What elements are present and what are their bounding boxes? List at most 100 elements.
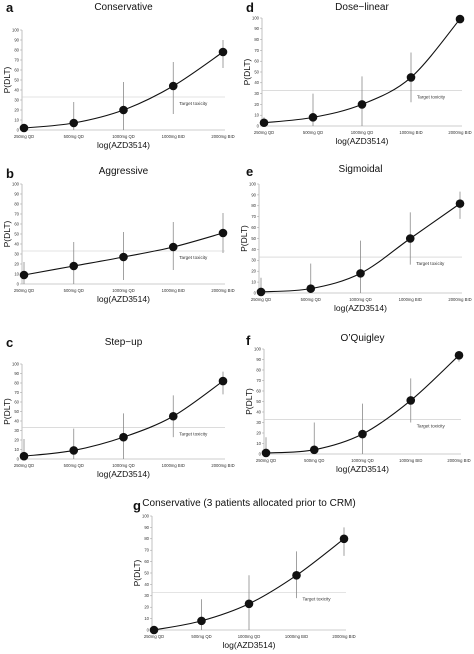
data-point [292, 570, 301, 580]
chart-title: Step−up [105, 337, 143, 348]
x-tick-label: 1000mg BID [162, 134, 185, 139]
x-tick-label: 1000mg QD [349, 297, 372, 302]
y-tick-label: 0 [254, 290, 257, 295]
y-tick-label: 90 [251, 192, 256, 197]
panel-letter: a [6, 0, 14, 15]
y-tick-label: 100 [12, 181, 20, 186]
y-tick-label: 10 [256, 441, 261, 446]
y-tick-label: 30 [14, 428, 19, 433]
data-point [356, 269, 365, 278]
panel-letter: g [133, 498, 141, 513]
chart-title: Conservative [94, 2, 153, 13]
y-tick-label: 70 [14, 57, 19, 62]
y-tick-label: 50 [14, 77, 19, 82]
y-tick-label: 40 [251, 247, 256, 252]
y-tick-label: 0 [17, 281, 20, 286]
y-tick-label: 40 [256, 409, 261, 414]
y-tick-label: 40 [144, 582, 149, 587]
target-toxicity-label: Target toxicity [179, 255, 208, 260]
data-point [261, 448, 271, 458]
x-tick-label: 1000mg BID [399, 297, 422, 302]
y-tick-label: 70 [14, 211, 19, 216]
x-tick-label: 1000mg QD [351, 458, 374, 463]
x-tick-label: 1000mg BID [162, 288, 185, 293]
y-tick-label: 10 [251, 280, 256, 285]
x-tick-label: 500mg QD [301, 297, 321, 302]
x-tick-label: 2000mg BID [447, 458, 470, 463]
x-tick-label: 250mg QD [254, 130, 274, 135]
x-axis-label: log(AZD3514) [97, 140, 150, 150]
target-toxicity-label: Target toxicity [417, 94, 446, 99]
chart-panel-d: d Dose−linear 0 10 20 30 40 50 60 70 80 90 100 250mg … [242, 0, 472, 146]
y-tick-label: 90 [144, 525, 149, 530]
x-tick-label: 1000mg QD [112, 134, 135, 139]
y-tick-label: 40 [254, 80, 259, 85]
y-tick-label: 0 [259, 451, 262, 456]
x-tick-label: 500mg QD [64, 288, 84, 293]
y-tick-label: 80 [14, 201, 19, 206]
chart-panel-f: f O’Quigley 0 10 20 30 40 50 60 70 80 90 100 250mg QD… [244, 333, 471, 474]
target-toxicity-label: Target toxicity [179, 432, 208, 437]
x-tick-label: 2000mg BID [211, 288, 234, 293]
y-tick-label: 10 [14, 117, 19, 122]
chart-panel-a: a Conservative 0 10 20 30 40 50 60 70 80 90 100 250mg… [2, 0, 235, 150]
x-tick-label: 500mg QD [64, 134, 84, 139]
y-tick-label: 30 [144, 593, 149, 598]
data-point [168, 411, 178, 421]
y-tick-label: 60 [14, 67, 19, 72]
chart-title: Sigmoidal [339, 164, 383, 175]
y-tick-label: 80 [251, 203, 256, 208]
x-axis-label: log(AZD3514) [334, 303, 387, 313]
panel-letter: b [6, 166, 14, 181]
y-tick-label: 80 [14, 47, 19, 52]
y-tick-label: 90 [14, 371, 19, 376]
data-point [168, 81, 178, 91]
y-tick-label: 50 [144, 570, 149, 575]
y-tick-label: 30 [254, 91, 259, 96]
y-tick-label: 0 [147, 627, 150, 632]
x-tick-label: 2000mg BID [448, 130, 471, 135]
data-point [259, 118, 269, 128]
y-tick-label: 50 [14, 231, 19, 236]
y-tick-label: 90 [14, 37, 19, 42]
x-tick-label: 2000mg BID [448, 297, 471, 302]
y-tick-label: 60 [14, 399, 19, 404]
y-tick-label: 10 [144, 616, 149, 621]
panel-letter: c [6, 335, 13, 350]
y-tick-label: 50 [256, 399, 261, 404]
data-point [119, 252, 128, 262]
y-axis-label: P(DLT) [2, 66, 12, 93]
y-tick-label: 10 [254, 113, 259, 118]
x-tick-label: 500mg QD [303, 130, 323, 135]
y-tick-label: 100 [12, 361, 20, 366]
y-axis-label: P(DLT) [2, 398, 12, 425]
y-axis-label: P(DLT) [244, 388, 254, 415]
y-tick-label: 60 [254, 59, 259, 64]
data-point [309, 445, 319, 455]
data-point [406, 73, 416, 82]
y-tick-label: 70 [14, 390, 19, 395]
y-tick-label: 30 [251, 258, 256, 263]
x-tick-label: 250mg QD [256, 458, 276, 463]
y-tick-label: 80 [144, 536, 149, 541]
y-tick-label: 40 [14, 418, 19, 423]
x-tick-label: 250mg QD [251, 297, 271, 302]
x-axis-label: log(AZD3514) [97, 469, 150, 479]
x-tick-label: 2000mg BID [211, 134, 234, 139]
y-tick-label: 50 [251, 236, 256, 241]
data-point [308, 113, 318, 122]
data-point [69, 446, 79, 455]
y-tick-label: 0 [17, 456, 20, 461]
data-point [168, 242, 178, 252]
y-tick-label: 80 [254, 37, 259, 42]
y-tick-label: 90 [254, 26, 259, 31]
y-tick-label: 60 [256, 388, 261, 393]
y-tick-label: 30 [256, 420, 261, 425]
x-tick-label: 1000mg BID [399, 458, 422, 463]
x-axis-label: log(AZD3514) [336, 136, 389, 146]
panel-letter: e [246, 164, 253, 179]
data-point [218, 228, 228, 238]
y-tick-label: 20 [254, 102, 259, 107]
data-point [455, 14, 465, 24]
